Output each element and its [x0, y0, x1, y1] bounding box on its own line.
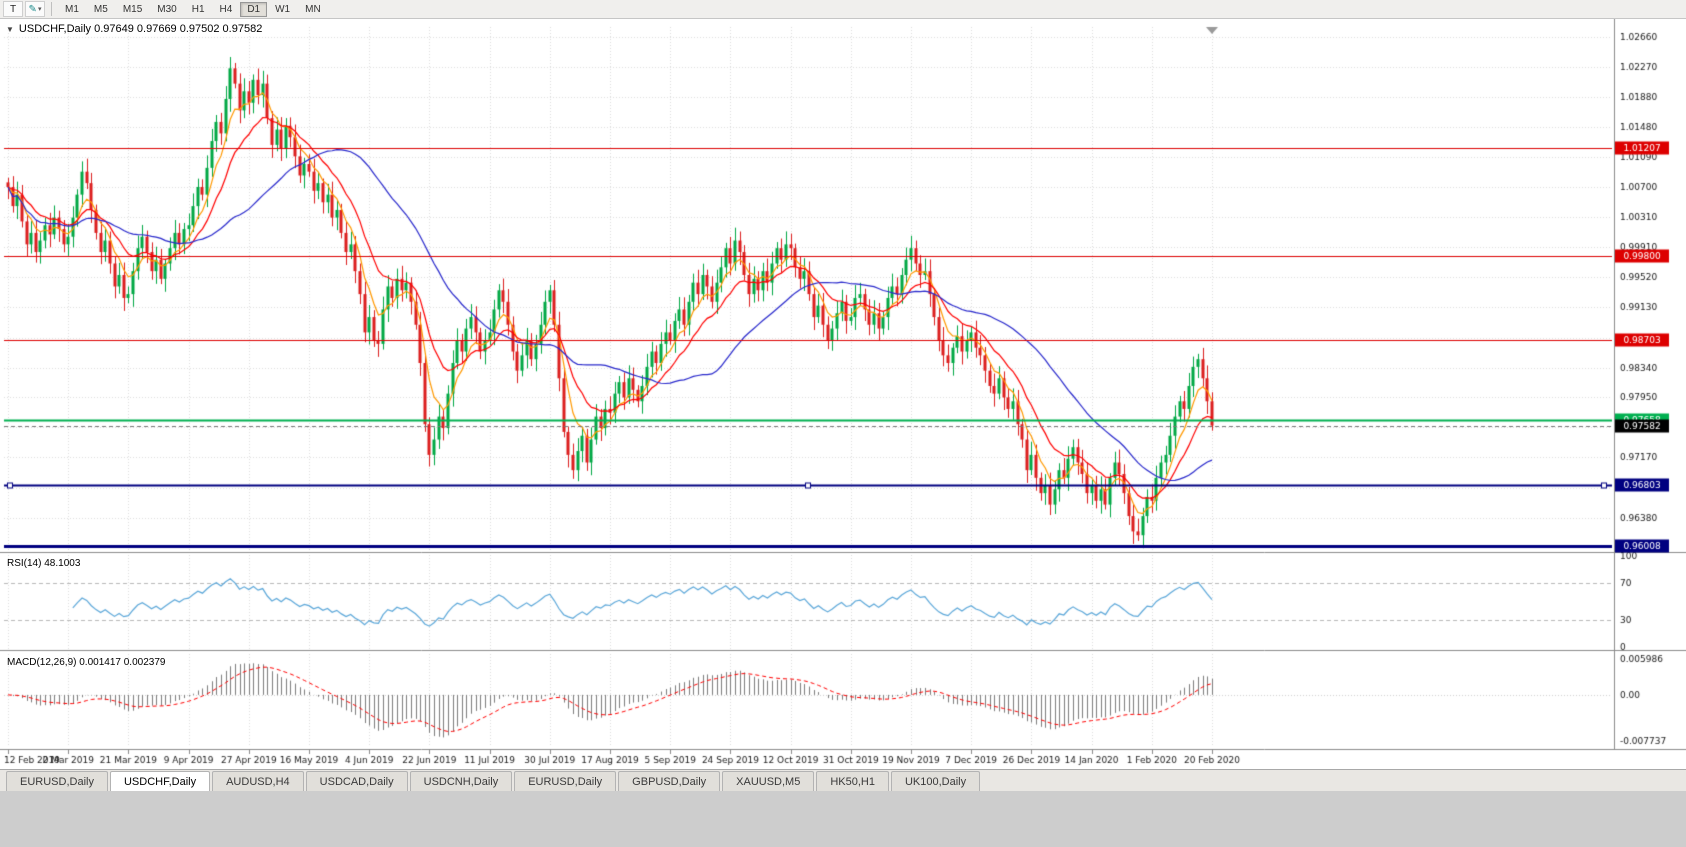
- chart-title: ▼ USDCHF,Daily 0.97649 0.97669 0.97502 0…: [6, 23, 262, 35]
- text-tool-icon: T: [9, 3, 17, 15]
- chart-area: ▼ USDCHF,Daily 0.97649 0.97669 0.97502 0…: [0, 19, 1686, 769]
- text-tool-button[interactable]: T: [3, 1, 23, 17]
- period-button-m1[interactable]: M1: [65, 3, 79, 15]
- chart-tab-2-audusd-h4[interactable]: AUDUSD,H4: [212, 771, 304, 791]
- period-button-h4[interactable]: H4: [219, 3, 233, 15]
- chart-tab-8-hk50-h1[interactable]: HK50,H1: [816, 771, 889, 791]
- chart-tab-3-usdcad-daily[interactable]: USDCAD,Daily: [305, 771, 408, 791]
- chart-tab-7-xauusd-m5[interactable]: XAUUSD,M5: [722, 771, 815, 791]
- period-button-m5[interactable]: M5: [93, 3, 108, 15]
- chart-tab-9-uk100-daily[interactable]: UK100,Daily: [890, 771, 981, 791]
- drawing-tool-icon: ✎: [28, 3, 37, 15]
- chart-tabs-bar: EURUSD,Daily USDCHF,Daily AUDUSD,H4 USDCAD,…: [0, 769, 1686, 791]
- chart-tab-1-usdchf-daily[interactable]: USDCHF,Daily: [109, 771, 211, 791]
- drawing-tool-button[interactable]: ✎ ▾: [25, 1, 45, 17]
- chart-tab-4-usdcnh-daily[interactable]: USDCNH,Daily: [409, 771, 513, 791]
- chart-tab-5-eurusd-daily[interactable]: EURUSD,Daily: [514, 771, 617, 791]
- workspace-filler: [0, 791, 1686, 847]
- collapse-triangle-icon[interactable]: ▼: [6, 24, 14, 34]
- macd-indicator-label: MACD(12,26,9) 0.001417 0.002379: [7, 657, 166, 668]
- period-button-h1[interactable]: H1: [191, 3, 205, 15]
- chevron-down-icon: ▾: [37, 6, 42, 13]
- period-button-d1[interactable]: D1: [240, 1, 268, 17]
- top-toolbar: T ✎ ▾ M1 M5 M15 M30 H1 H4 D1 W1 MN: [0, 0, 1686, 19]
- period-button-w1[interactable]: W1: [275, 3, 291, 15]
- rsi-indicator-label: RSI(14) 48.1003: [7, 558, 81, 569]
- chart-tabs: EURUSD,Daily USDCHF,Daily AUDUSD,H4 USDCAD,…: [6, 771, 982, 791]
- period-buttons: M1 M5 M15 M30 H1 H4 D1 W1 MN: [58, 1, 328, 17]
- toolbar-separator: [51, 2, 52, 16]
- period-button-m15[interactable]: M15: [122, 3, 143, 15]
- period-button-m30[interactable]: M30: [157, 3, 177, 15]
- chart-tab-0-eurusd-daily[interactable]: EURUSD,Daily: [6, 771, 108, 791]
- chart-tab-6-gbpusd-daily[interactable]: GBPUSD,Daily: [618, 771, 721, 791]
- symbol-ohlc-label: USDCHF,Daily 0.97649 0.97669 0.97502 0.9…: [18, 23, 263, 35]
- period-button-mn[interactable]: MN: [305, 3, 321, 15]
- chart-canvas[interactable]: [0, 19, 1686, 769]
